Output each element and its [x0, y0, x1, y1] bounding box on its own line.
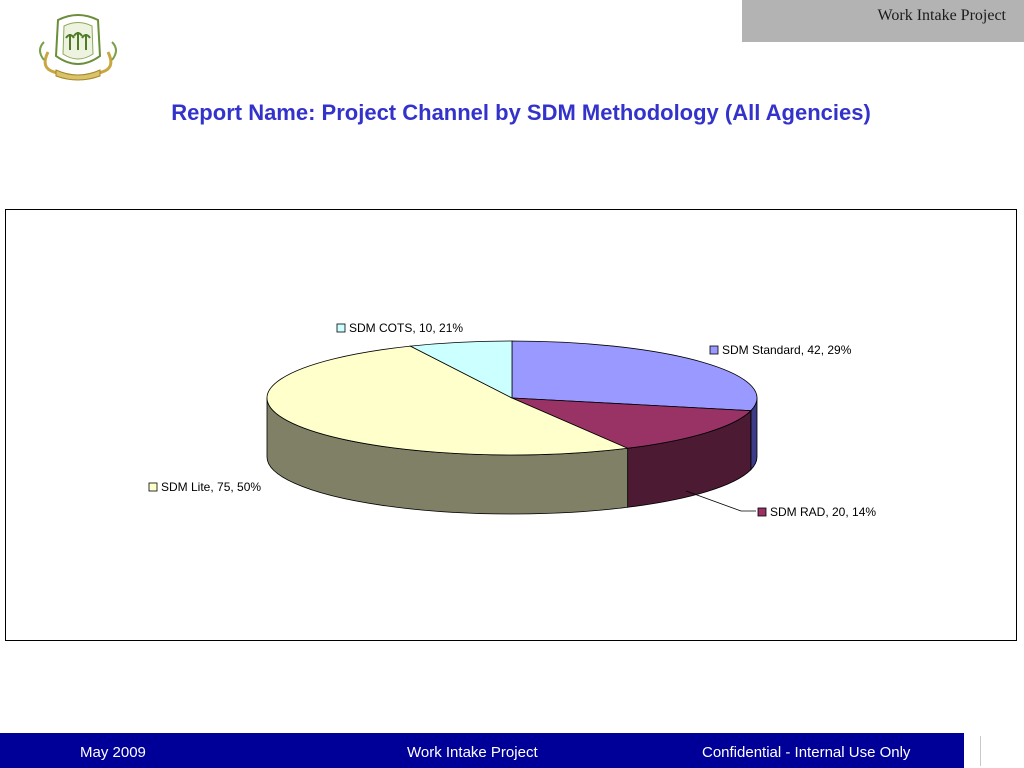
footer-bar: May 2009 Work Intake Project Confidentia… — [0, 733, 964, 768]
footer-edge-divider — [980, 736, 981, 766]
label-swatch-sdm-standard — [709, 345, 719, 355]
pie-slice-sdm-rad — [511, 397, 752, 449]
footer-date: May 2009 — [80, 744, 146, 761]
header-tab: Work Intake Project — [742, 0, 1024, 42]
footer-confidential: Confidential - Internal Use Only — [702, 744, 911, 761]
state-seal-logo — [39, 14, 117, 81]
label-swatch-sdm-lite — [148, 482, 158, 492]
report-title: Report Name: Project Channel by SDM Meth… — [171, 100, 871, 125]
chart-frame: SDM Standard, 42, 29% SDM RAD, 20, 14% SDM… — [5, 209, 1017, 641]
pie-slice-sdm-standard — [511, 340, 758, 412]
footer-title: Work Intake Project — [407, 744, 538, 761]
pie-chart: SDM Standard, 42, 29% SDM RAD, 20, 14% SDM… — [148, 321, 876, 519]
data-label-sdm-rad: SDM RAD, 20, 14% — [770, 505, 876, 519]
pie-slice-sdm-cots — [409, 340, 513, 399]
header-tab-label: Work Intake Project — [877, 7, 1006, 24]
pie-slice-sdm-lite — [266, 345, 630, 456]
data-label-sdm-standard: SDM Standard, 42, 29% — [722, 343, 852, 357]
label-swatch-sdm-rad — [757, 507, 767, 517]
data-label-sdm-cots: SDM COTS, 10, 21% — [349, 321, 463, 335]
label-leader-sdm-rad — [685, 490, 756, 512]
data-label-sdm-lite: SDM Lite, 75, 50% — [161, 480, 261, 494]
label-swatch-sdm-cots — [336, 323, 346, 333]
